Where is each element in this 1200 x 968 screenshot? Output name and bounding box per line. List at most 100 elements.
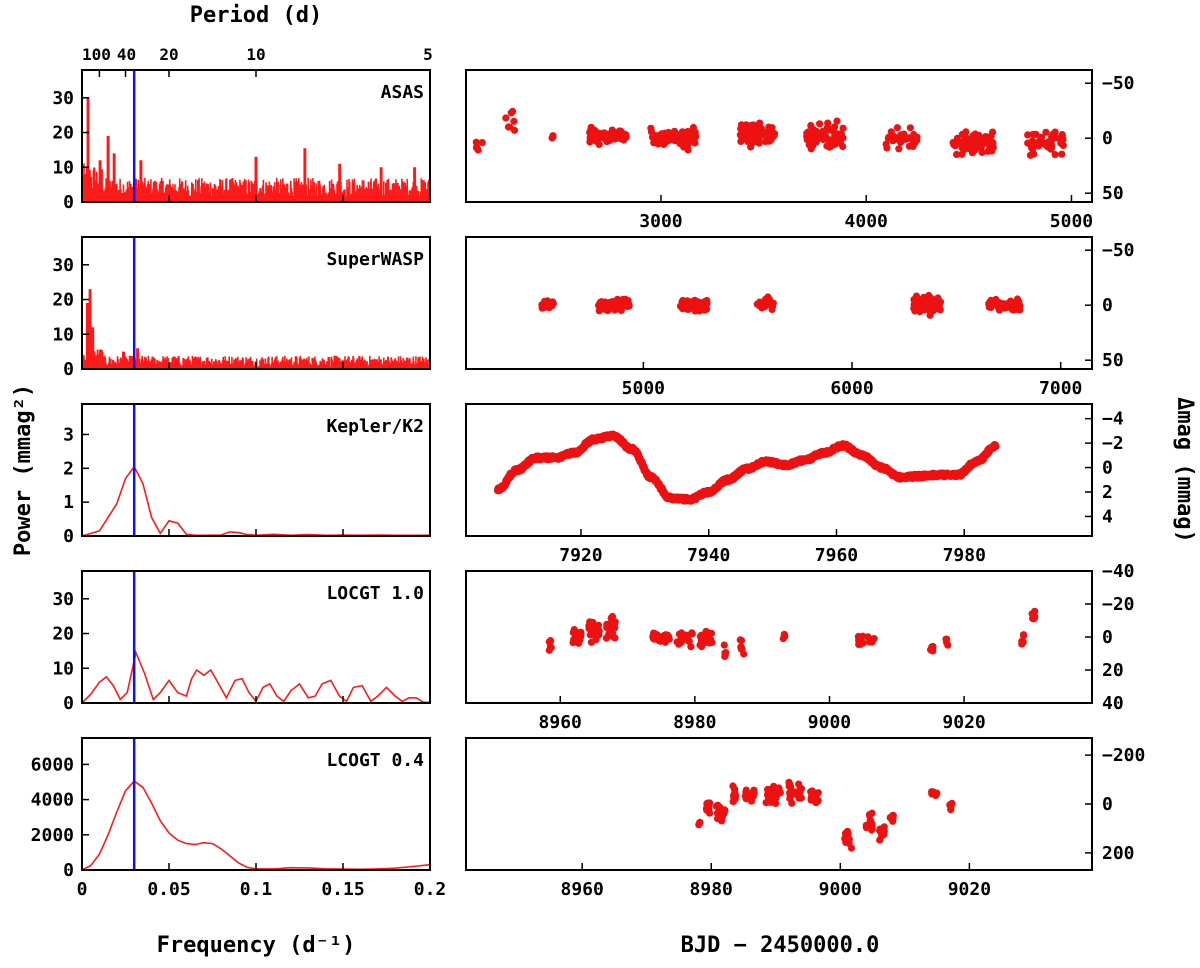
- lightcurve-superwasp-point: [606, 302, 614, 311]
- lightcurve-lcogt-0.4-point: [795, 780, 803, 788]
- lightcurve-lcogt-0.4-point: [750, 786, 758, 794]
- lightcurve-lcogt-0.4-point: [706, 799, 714, 807]
- periodogram-lcogt-0.4-xtick-label: 0.1: [240, 879, 273, 900]
- lightcurve-lcogt-1.0-point: [1020, 632, 1028, 640]
- lightcurve-asas-ytick-label: 50: [1102, 183, 1124, 204]
- lightcurve-asas-point: [807, 121, 815, 130]
- lightcurve-asas-point: [912, 136, 920, 144]
- lightcurve-asas-point: [838, 134, 846, 142]
- lightcurve-asas-point: [885, 133, 893, 141]
- lightcurve-lcogt-0.4-point: [879, 826, 887, 834]
- lightcurve-asas-point: [806, 133, 814, 141]
- lightcurve-asas-point: [839, 124, 847, 132]
- lightcurve-superwasp-ytick-label: 50: [1102, 350, 1124, 371]
- lightcurve-asas-xtick-label: 3000: [639, 211, 682, 232]
- periodogram-kepler-k2-ytick-label: 2: [63, 458, 74, 479]
- lightcurve-lcogt-0.4-ytick-label: 0: [1102, 794, 1113, 815]
- lightcurve-asas-point: [588, 131, 596, 139]
- lightcurve-asas-point: [1032, 130, 1040, 138]
- lightcurve-lcogt-1.0-point: [570, 626, 578, 634]
- top-axis-label: Period (d): [190, 3, 322, 28]
- lightcurve-kepler-k2-point: [991, 442, 1000, 451]
- lightcurve-asas-point: [977, 143, 985, 151]
- periodogram-asas-top-tick-label: 10: [246, 45, 265, 64]
- lightcurve-kepler-k2-xtick-label: 7920: [559, 545, 602, 566]
- periodogram-kepler-k2-ytick-label: 1: [63, 492, 74, 513]
- lightcurve-asas-point: [823, 123, 832, 131]
- lightcurve-lcogt-1.0-point: [703, 635, 711, 643]
- lightcurve-asas-point: [906, 124, 915, 132]
- lightcurve-asas-point: [669, 130, 678, 138]
- periodogram-lcogt-1.0-ytick-label: 0: [63, 693, 74, 714]
- lightcurve-asas-point: [647, 124, 655, 132]
- lightcurve-asas-point: [1059, 141, 1067, 149]
- periodogram-asas-ytick-label: 20: [52, 123, 74, 144]
- lightcurve-asas: 3000 4000 5000 −50 0 50: [465, 69, 1135, 232]
- lightcurve-asas-point: [895, 145, 903, 153]
- periodogram-kepler-k2-ytick-label: 0: [63, 526, 74, 547]
- lightcurve-lcogt-0.4-point: [730, 785, 739, 794]
- lightcurve-superwasp-point: [910, 304, 918, 312]
- lightcurve-asas-point: [683, 132, 691, 141]
- lightcurve-kepler-k2-xtick-label: 7940: [687, 545, 730, 566]
- lightcurve-asas-point: [953, 150, 961, 158]
- right-x-axis-label: BJD − 2450000.0: [681, 933, 880, 958]
- lightcurve-lcogt-0.4-point: [948, 799, 956, 808]
- lightcurve-lcogt-0.4-point: [768, 787, 776, 795]
- lightcurve-superwasp-point: [624, 297, 632, 305]
- lightcurve-superwasp-point: [683, 305, 691, 313]
- periodogram-asas-ytick-label: 0: [63, 192, 74, 213]
- lightcurve-asas-point: [473, 143, 481, 151]
- lightcurve-superwasp-point: [689, 299, 697, 307]
- lightcurve-kepler-k2-ytick-label: −2: [1102, 433, 1124, 454]
- lightcurve-lcogt-1.0-point: [608, 629, 617, 637]
- lightcurve-superwasp-point: [1002, 300, 1010, 308]
- lightcurve-asas-point: [1037, 133, 1046, 141]
- lightcurve-superwasp-point: [617, 306, 625, 315]
- lightcurve-superwasp-point: [679, 298, 688, 306]
- lightcurve-superwasp-point: [615, 299, 623, 307]
- periodogram-lcogt-0.4-xtick-label: 0.2: [414, 879, 447, 900]
- lightcurve-lcogt-1.0-point: [603, 623, 611, 631]
- lightcurve-lcogt-0.4-point: [785, 789, 794, 797]
- lightcurve-lcogt-1.0-point: [720, 641, 728, 649]
- periodogram-asas-top-tick-label: 40: [117, 45, 136, 64]
- lightcurve-lcogt-0.4-point: [845, 835, 853, 844]
- lightcurve-lcogt-1.0-point: [587, 622, 595, 630]
- lightcurve-superwasp-point: [769, 299, 777, 307]
- lightcurve-asas-point: [805, 141, 813, 149]
- periodogram-superwasp-ytick-label: 0: [63, 359, 74, 380]
- lightcurve-lcogt-0.4-point: [807, 788, 815, 796]
- lightcurve-superwasp-ytick-label: −50: [1102, 240, 1135, 261]
- lightcurve-asas-point: [1058, 150, 1066, 158]
- lightcurve-lcogt-1.0-point: [687, 643, 695, 651]
- lightcurve-lcogt-1.0-point: [738, 645, 746, 653]
- lightcurve-asas-point: [829, 138, 838, 146]
- lightcurve-asas-point: [960, 145, 968, 154]
- lightcurve-asas-point: [612, 129, 620, 137]
- lightcurve-lcogt-1.0-point: [859, 639, 867, 647]
- lightcurve-asas-ytick-label: 0: [1102, 128, 1113, 149]
- lightcurve-lcogt-0.4-point: [866, 817, 874, 825]
- lightcurve-lcogt-0.4-point: [947, 806, 955, 814]
- lightcurve-asas-point: [957, 139, 965, 148]
- lightcurve-asas-point: [1035, 140, 1043, 148]
- lightcurve-asas-point: [603, 138, 611, 146]
- lightcurve-asas-point: [549, 133, 557, 141]
- periodogram-lcogt-1.0-title: LOCGT 1.0: [326, 583, 424, 604]
- lightcurve-lcogt-1.0-point: [943, 635, 951, 643]
- lightcurve-asas-point: [748, 131, 756, 140]
- lightcurve-asas-point: [749, 121, 757, 129]
- lightcurve-kepler-k2-xtick-label: 7980: [943, 545, 986, 566]
- lightcurve-lcogt-0.4-point: [695, 819, 704, 827]
- lightcurve-superwasp-point: [995, 306, 1004, 314]
- periodogram-lcogt-0.4-ytick-label: 0: [63, 860, 74, 881]
- lightcurve-lcogt-1.0-point: [546, 637, 555, 646]
- lightcurve-asas-point: [622, 133, 630, 141]
- lightcurve-superwasp-point: [926, 311, 934, 319]
- lightcurve-asas-point: [740, 128, 748, 136]
- lightcurve-asas-point: [648, 133, 657, 141]
- lightcurve-lcogt-1.0-xtick-label: 8980: [673, 712, 716, 733]
- lightcurve-lcogt-0.4-xtick-label: 9000: [819, 879, 862, 900]
